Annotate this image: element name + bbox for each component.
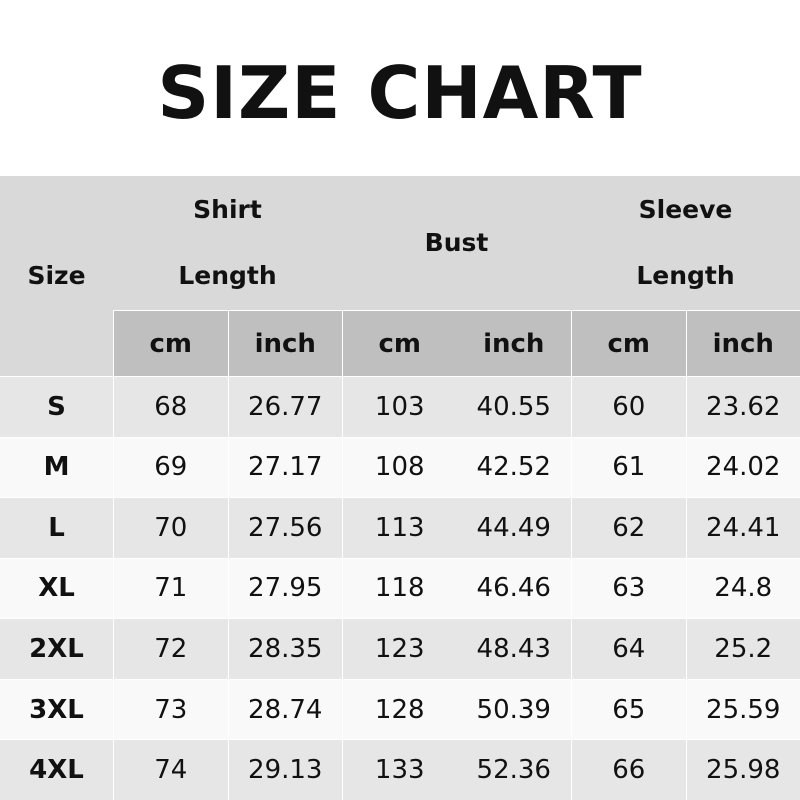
table-cell: 23.62 [685, 376, 800, 437]
unit-header: cm [113, 310, 228, 376]
table-cell: 65 [571, 678, 686, 740]
table-cell: 25.59 [685, 678, 800, 740]
table-cell: 64 [571, 618, 686, 679]
header-shirt-length-line1: Shirt [193, 195, 262, 224]
table-cell: 25.2 [685, 618, 800, 679]
table-cell: 44.49 [456, 497, 571, 558]
table-cell: 70 [113, 497, 228, 558]
header-shirt-length-line2: Length [178, 261, 277, 290]
header-bust: Bust [342, 176, 571, 310]
size-label-cell: 2XL [0, 618, 113, 679]
size-label-cell: 4XL [0, 739, 113, 800]
table-cell: 46.46 [456, 557, 571, 619]
size-label-cell: M [0, 436, 113, 498]
table-cell: 71 [113, 557, 228, 619]
header-bust-label: Bust [424, 228, 489, 257]
header-size-label: Size [27, 261, 86, 290]
size-chart-table: Size Shirt Length Bust Sleeve Length cm i… [0, 176, 800, 800]
table-cell: 118 [342, 557, 457, 619]
table-cell: 24.41 [685, 497, 800, 558]
size-label-cell: S [0, 376, 113, 437]
table-cell: 50.39 [456, 678, 571, 740]
page-title: SIZE CHART [157, 51, 643, 135]
table-cell: 28.74 [227, 678, 342, 740]
table-cell: 72 [113, 618, 228, 679]
unit-header: cm [342, 310, 457, 376]
size-label-cell: 3XL [0, 678, 113, 740]
size-label-cell: L [0, 497, 113, 558]
table-cell: 48.43 [456, 618, 571, 679]
table-cell: 133 [342, 739, 457, 800]
table-cell: 52.36 [456, 739, 571, 800]
table-cell: 60 [571, 376, 686, 437]
table-cell: 42.52 [456, 436, 571, 498]
table-cell: 27.17 [227, 436, 342, 498]
table-cell: 69 [113, 436, 228, 498]
table-cell: 113 [342, 497, 457, 558]
table-cell: 24.02 [685, 436, 800, 498]
table-cell: 27.56 [227, 497, 342, 558]
header-size: Size [0, 176, 113, 376]
table-cell: 29.13 [227, 739, 342, 800]
table-cell: 24.8 [685, 557, 800, 619]
table-cell: 66 [571, 739, 686, 800]
table-cell: 108 [342, 436, 457, 498]
unit-header: cm [571, 310, 686, 376]
table-cell: 62 [571, 497, 686, 558]
table-cell: 103 [342, 376, 457, 437]
size-label-cell: XL [0, 557, 113, 619]
table-cell: 128 [342, 678, 457, 740]
table-cell: 40.55 [456, 376, 571, 437]
unit-header: inch [685, 310, 800, 376]
unit-header: inch [227, 310, 342, 376]
table-cell: 61 [571, 436, 686, 498]
table-cell: 73 [113, 678, 228, 740]
table-cell: 28.35 [227, 618, 342, 679]
header-sleeve-length: Sleeve Length [571, 176, 800, 310]
header-sleeve-length-line2: Length [636, 261, 735, 290]
table-cell: 63 [571, 557, 686, 619]
header-shirt-length: Shirt Length [113, 176, 342, 310]
table-cell: 25.98 [685, 739, 800, 800]
unit-header: inch [456, 310, 571, 376]
table-cell: 26.77 [227, 376, 342, 437]
table-cell: 27.95 [227, 557, 342, 619]
table-cell: 123 [342, 618, 457, 679]
table-cell: 74 [113, 739, 228, 800]
header-sleeve-length-line1: Sleeve [638, 195, 733, 224]
table-cell: 68 [113, 376, 228, 437]
